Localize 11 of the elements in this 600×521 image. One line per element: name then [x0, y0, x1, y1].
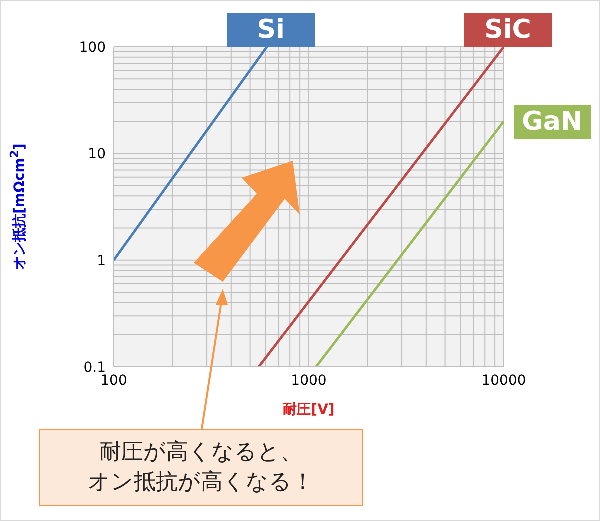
x-axis-title: 耐圧[V] [282, 401, 336, 419]
y-tick-label: 100 [79, 40, 106, 56]
series-label: Si [227, 13, 316, 47]
y-tick-label: 10 [88, 146, 106, 163]
x-tick-label: 1000 [291, 372, 327, 389]
series-label: GaN [514, 104, 591, 139]
text: オン抵抗が高くなる！ [88, 468, 314, 496]
text: 耐圧が高くなると、 [100, 438, 302, 466]
y-tick-label: 1 [97, 253, 106, 270]
x-tick-label: 10000 [482, 372, 526, 389]
series-label: SiC [464, 13, 552, 47]
